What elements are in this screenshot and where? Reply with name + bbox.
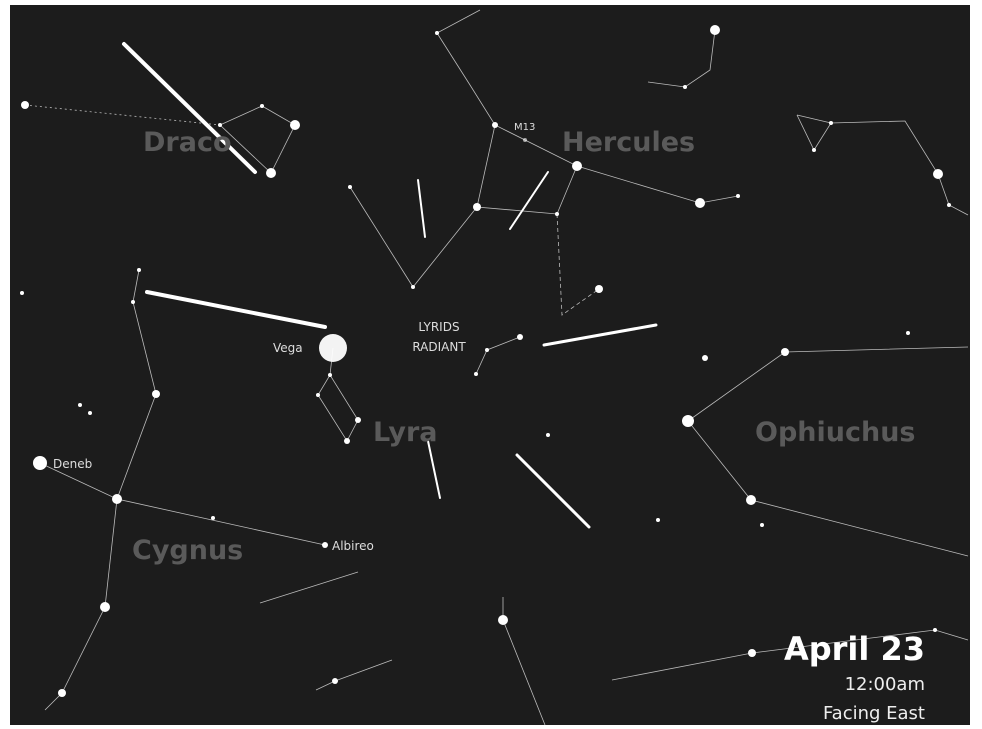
direction: Facing East <box>823 703 925 724</box>
constellation-label: Draco <box>143 127 232 158</box>
star-label: Albireo <box>332 539 374 553</box>
constellation-label: Cygnus <box>132 535 243 566</box>
star-label: M13 <box>514 122 535 133</box>
time: 12:00am <box>845 674 925 695</box>
constellation-label: Ophiuchus <box>755 417 916 448</box>
sky <box>10 5 970 725</box>
radiant-label: RADIANT <box>412 340 466 354</box>
date: April 23 <box>784 630 925 668</box>
star-label: Deneb <box>53 457 92 471</box>
radiant-label: LYRIDS <box>418 320 459 334</box>
constellation-label: Lyra <box>373 417 438 448</box>
star-label: Vega <box>273 341 303 355</box>
sky-map: Draco Hercules Lyra Ophiuchus Cygnus M13… <box>0 0 982 729</box>
constellation-label: Hercules <box>562 127 695 158</box>
